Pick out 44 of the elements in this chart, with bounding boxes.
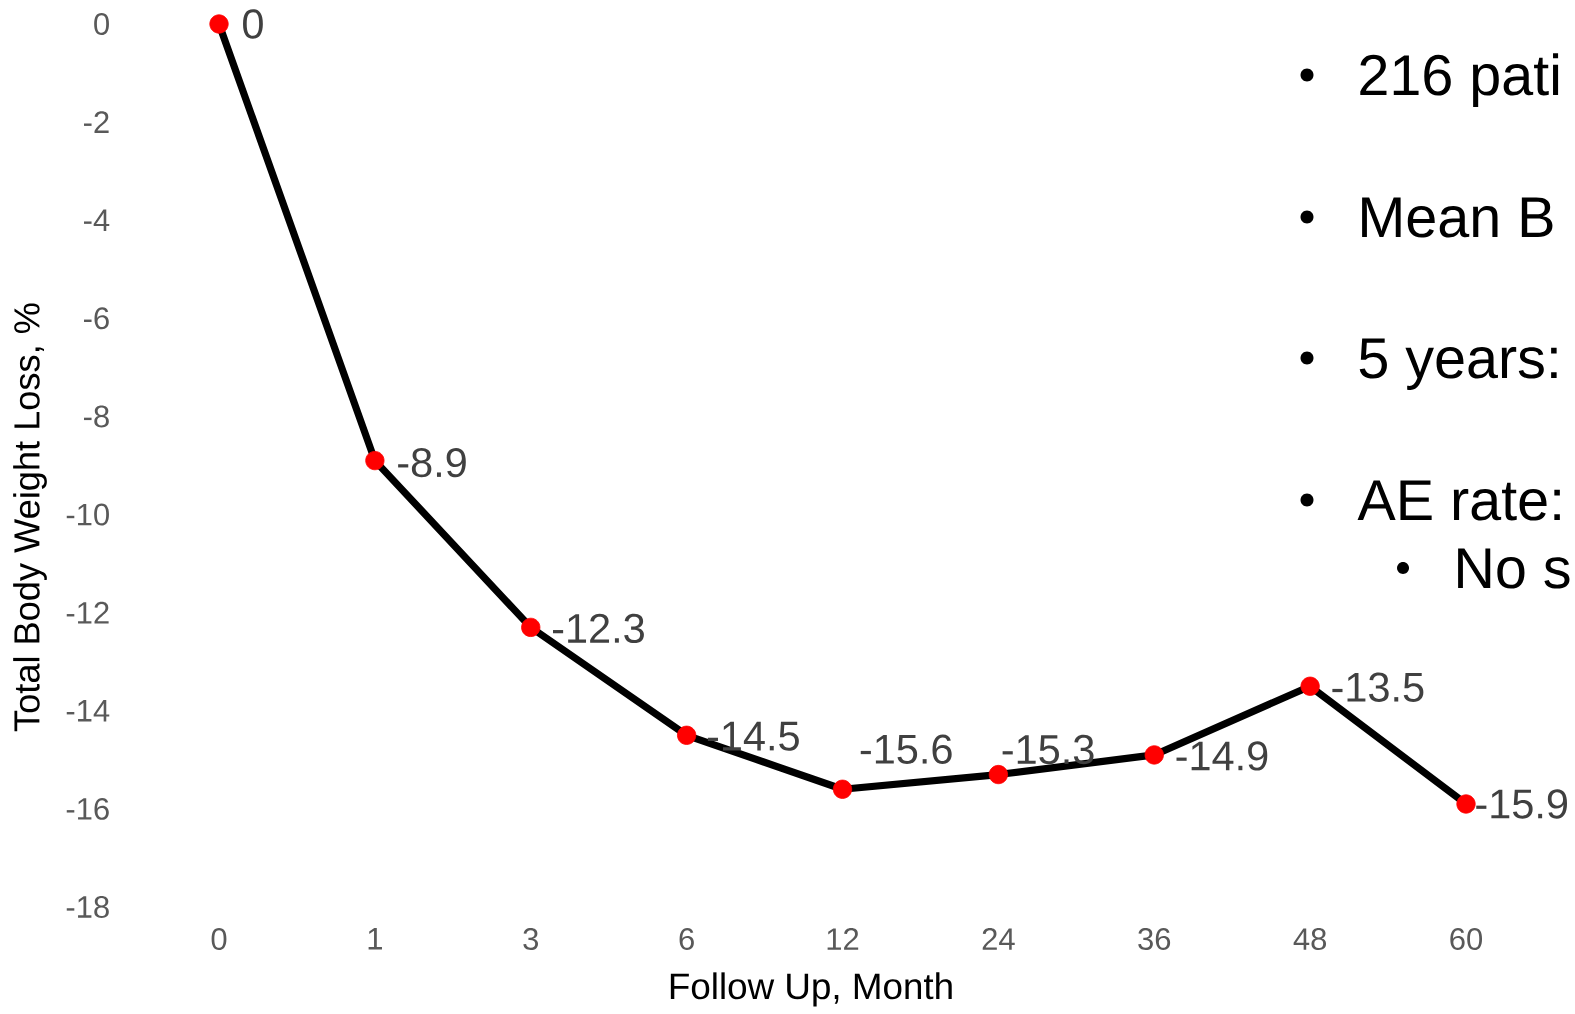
y-tick-label: -18 — [66, 896, 109, 918]
y-tick-label: -14 — [66, 700, 110, 722]
data-label: -15.3 — [1002, 734, 1094, 765]
y-tick-label: -12 — [66, 601, 109, 624]
y-tick-label: -16 — [66, 797, 109, 820]
x-tick-label: 48 — [1293, 928, 1327, 951]
point — [209, 14, 229, 34]
y-tick-label: -4 — [83, 209, 110, 231]
y-tick-label: -2 — [83, 111, 109, 133]
x-axis-title: Follow Up, Month — [670, 972, 952, 1007]
data-label: -13.5 — [1332, 672, 1424, 702]
x-tick-label: 24 — [982, 928, 1015, 950]
y-tick-label: 0 — [94, 13, 109, 35]
y-tick-label: -6 — [83, 307, 109, 330]
data-label: -14.9 — [1176, 741, 1268, 771]
x-tick-label: 36 — [1138, 928, 1171, 951]
data-label: -14.5 — [707, 721, 799, 751]
y-tick-label: -8 — [83, 405, 109, 428]
data-label: -12.3 — [553, 613, 644, 644]
y-tick-label: -10 — [66, 503, 109, 526]
x-tick-label: 60 — [1450, 928, 1483, 951]
point — [521, 617, 541, 637]
data-label: -15.9 — [1476, 789, 1568, 819]
point — [1300, 676, 1320, 696]
point — [988, 764, 1008, 785]
point — [365, 450, 385, 471]
data-label: 0 — [243, 9, 263, 39]
annotation: 216 pati — [1360, 53, 1559, 107]
x-tick-label: 1 — [368, 928, 382, 950]
annotation: 5 years: — [1359, 338, 1557, 390]
annotation: AE rate: — [1357, 480, 1560, 521]
point — [1456, 794, 1476, 814]
annotation: No s — [1458, 548, 1570, 589]
y-axis-title: Total Body Weight Loss, % — [13, 303, 47, 732]
x-tick-label: 3 — [523, 928, 538, 951]
data-label: -8.9 — [398, 447, 466, 478]
x-tick-label: 12 — [827, 928, 859, 950]
data-label: -15.6 — [860, 734, 952, 764]
x-tick-label: 6 — [679, 928, 694, 951]
point — [832, 779, 853, 799]
x-tick-label: 0 — [211, 928, 227, 951]
annotation: Mean B — [1362, 197, 1553, 238]
point — [677, 725, 697, 745]
point — [1144, 745, 1164, 765]
